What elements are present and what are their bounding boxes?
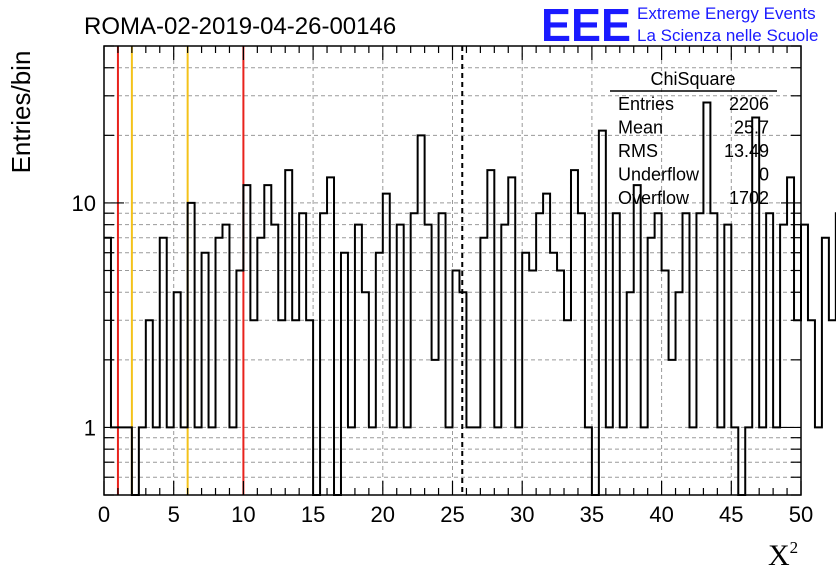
histogram-line [104,101,836,496]
x-tick-label: 50 [789,502,813,527]
x-tick-label: 20 [371,502,395,527]
stats-label: RMS [618,141,658,161]
y-tick-label: 1 [84,415,96,440]
eee-logo: EEE [541,0,631,51]
stats-value: 0 [759,165,769,185]
x-tick-label: 5 [168,502,180,527]
brand-line-1: Extreme Energy Events [637,4,816,23]
x-tick-label: 0 [98,502,110,527]
axis-ticks [103,45,802,496]
stats-value: 1702 [729,188,769,208]
stats-label: Entries [618,94,674,114]
stats-value: 2206 [729,94,769,114]
y-tick-label: 10 [72,191,96,216]
brand-line-2: La Scienza nelle Scuole [637,26,818,45]
x-tick-label: 40 [649,502,673,527]
stats-value: 13.49 [724,141,769,161]
y-tick-labels: 1 10 [72,191,96,441]
x-tick-label: 30 [510,502,534,527]
stats-box: ChiSquare Entries 2206 Mean 25.7 RMS 13.49 Und… [610,69,777,208]
chart-title: ROMA-02-2019-04-26-00146 [84,13,396,40]
x-tick-label: 35 [580,502,604,527]
x-tick-label: 15 [301,502,325,527]
y-axis-title: Entries/bin [6,51,36,174]
stats-rows: Entries 2206 Mean 25.7 RMS 13.49 Underflow 0 Ove… [618,94,769,208]
stats-value: 25.7 [734,118,769,138]
x-tick-labels: 0 5 10 15 20 25 30 35 40 45 50 [98,502,813,527]
stats-label: Underflow [618,165,700,185]
stats-title: ChiSquare [650,69,735,89]
x-tick-label: 45 [719,502,743,527]
x-tick-label: 25 [440,502,464,527]
stats-label: Mean [618,118,663,138]
x-axis-title: X2 [768,538,798,572]
stats-label: Overflow [618,188,690,208]
x-tick-label: 10 [231,502,255,527]
